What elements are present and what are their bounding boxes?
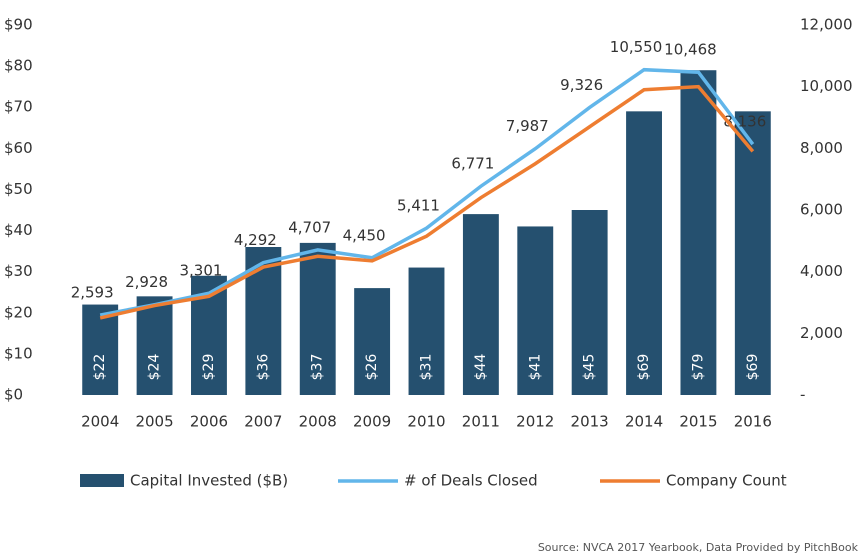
y2-tick-label: 4,000 <box>800 262 843 280</box>
x-tick-label: 2016 <box>734 413 772 431</box>
bar-value-label: $29 <box>201 354 217 381</box>
x-tick-label: 2013 <box>571 413 609 431</box>
y2-tick-label: 2,000 <box>800 324 843 342</box>
line-value-label: 8,136 <box>723 113 766 131</box>
bar-value-label: $22 <box>92 354 108 381</box>
line-value-label: 2,593 <box>71 284 114 302</box>
source: Source: NVCA 2017 Yearbook, Data Provide… <box>538 541 859 554</box>
bar <box>680 70 717 395</box>
legend-label: # of Deals Closed <box>404 472 538 490</box>
y2-tick-label: 10,000 <box>800 77 853 95</box>
line-value-label: 3,301 <box>179 262 222 280</box>
bar-value-label: $24 <box>147 354 163 381</box>
y-tick-label: $90 <box>4 16 33 34</box>
x-tick-label: 2009 <box>353 413 391 431</box>
bar-value-label: $37 <box>310 354 326 381</box>
y2-tick-label: 8,000 <box>800 139 843 157</box>
y-tick-label: $20 <box>4 303 33 321</box>
x-tick-label: 2008 <box>299 413 337 431</box>
bar-value-label: $69 <box>745 354 761 381</box>
y-tick-label: $40 <box>4 221 33 239</box>
line-value-label: 4,707 <box>288 218 331 236</box>
x-tick-label: 2015 <box>679 413 717 431</box>
legend-swatch <box>80 474 124 487</box>
y-tick-label: $70 <box>4 98 33 116</box>
bar <box>136 296 173 395</box>
bar <box>571 210 608 395</box>
x-tick-label: 2011 <box>462 413 500 431</box>
x-tick-label: 2006 <box>190 413 228 431</box>
bar <box>462 214 499 395</box>
bar-value-label: $45 <box>582 354 598 381</box>
bar <box>299 242 336 395</box>
x-tick-label: 2012 <box>516 413 554 431</box>
legend-label: Company Count <box>666 472 787 490</box>
line-value-label: 10,550 <box>610 38 663 56</box>
y-tick-label: $30 <box>4 262 33 280</box>
bar-value-label: $79 <box>690 354 706 381</box>
line-value-label: 7,987 <box>506 117 549 135</box>
y-tick-label: $0 <box>4 386 23 404</box>
legend-label: Capital Invested ($B) <box>130 472 288 490</box>
line-value-label: 5,411 <box>397 197 440 215</box>
x-tick-label: 2007 <box>244 413 282 431</box>
bar-value-label: $69 <box>636 354 652 381</box>
bar-value-label: $41 <box>527 354 543 381</box>
bar <box>734 111 771 395</box>
y-tick-label: $10 <box>4 344 33 362</box>
bar-value-label: $44 <box>473 354 489 381</box>
x-tick-label: 2010 <box>407 413 445 431</box>
bar <box>408 267 445 395</box>
bar-value-label: $36 <box>255 354 271 381</box>
y2-tick-label: - <box>800 386 805 404</box>
y-tick-label: $60 <box>4 139 33 157</box>
y2-tick-label: 12,000 <box>800 16 853 34</box>
line <box>99 84 755 320</box>
line-value-label: 4,450 <box>343 226 386 244</box>
bar <box>354 288 391 395</box>
bar <box>626 111 662 395</box>
bar <box>82 304 119 395</box>
x-tick-label: 2005 <box>135 413 173 431</box>
bar <box>517 226 554 395</box>
line-value-label: 10,468 <box>664 41 717 59</box>
bar-value-label: $31 <box>419 354 435 381</box>
y-tick-label: $50 <box>4 180 33 198</box>
line-value-label: 6,771 <box>451 155 494 173</box>
line <box>99 67 755 317</box>
bar-value-label: $26 <box>364 354 380 381</box>
x-tick-label: 2004 <box>81 413 119 431</box>
y2-tick-label: 6,000 <box>800 201 843 219</box>
line-value-label: 4,292 <box>234 231 277 249</box>
line-value-label: 2,928 <box>125 273 168 291</box>
x-tick-label: 2014 <box>625 413 663 431</box>
line-value-label: 9,326 <box>560 76 603 94</box>
y-tick-label: $80 <box>4 57 33 75</box>
